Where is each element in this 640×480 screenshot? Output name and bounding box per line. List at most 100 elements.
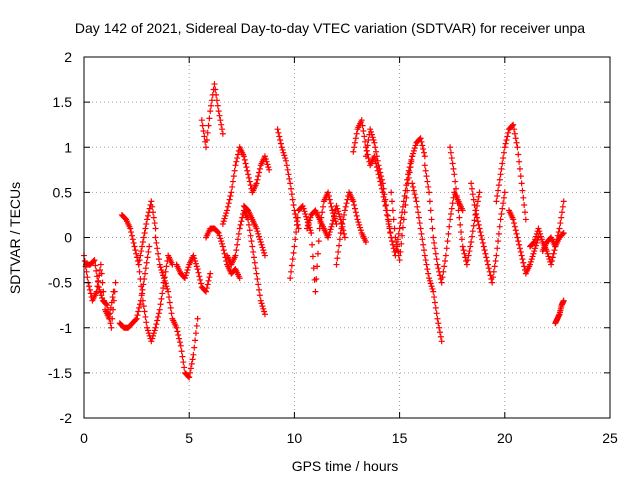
data-point — [378, 176, 385, 183]
data-point — [559, 203, 566, 210]
data-point — [497, 171, 504, 178]
data-point — [239, 214, 246, 221]
data-point — [370, 137, 377, 144]
data-point — [241, 156, 248, 163]
data-point — [336, 236, 343, 243]
data-point — [291, 243, 298, 250]
data-point — [203, 285, 210, 292]
data-point — [489, 279, 496, 286]
data-point — [282, 155, 289, 162]
data-point — [428, 283, 435, 290]
data-point — [220, 247, 227, 254]
data-point — [157, 301, 164, 308]
data-point — [229, 178, 236, 185]
data-point — [276, 133, 283, 140]
data-point — [336, 242, 343, 249]
data-point — [448, 155, 455, 162]
data-point — [156, 306, 163, 313]
data-point — [368, 131, 375, 138]
data-point — [236, 225, 243, 232]
data-point — [282, 157, 289, 164]
data-point — [145, 248, 152, 255]
series-arc-t — [409, 180, 445, 345]
data-point — [310, 265, 317, 272]
data-point — [208, 97, 215, 104]
data-point — [351, 144, 358, 151]
series-arc-z2 — [539, 229, 567, 255]
data-point — [527, 261, 534, 268]
data-point — [365, 137, 372, 144]
data-point — [510, 216, 517, 223]
x-tick-label: 25 — [602, 430, 618, 446]
data-point — [105, 311, 112, 318]
data-point — [535, 225, 542, 232]
data-point — [473, 211, 480, 218]
data-point — [110, 306, 117, 313]
data-point — [405, 174, 412, 181]
data-point — [288, 191, 295, 198]
data-point — [406, 169, 413, 176]
x-tick-label: 10 — [287, 430, 303, 446]
data-point — [234, 241, 241, 248]
data-point — [292, 236, 299, 243]
data-point — [155, 310, 162, 317]
data-point — [423, 261, 430, 268]
data-point — [438, 338, 445, 345]
data-point — [226, 196, 233, 203]
data-point — [461, 250, 468, 257]
data-point — [320, 203, 327, 210]
data-point — [516, 158, 523, 165]
data-point — [142, 313, 149, 320]
data-point — [259, 244, 266, 251]
data-point — [258, 300, 265, 307]
data-point — [144, 254, 151, 261]
data-point — [410, 187, 417, 194]
data-point — [476, 225, 483, 232]
data-point — [490, 274, 497, 281]
data-point — [309, 241, 316, 248]
data-point — [143, 319, 150, 326]
data-point — [504, 133, 511, 140]
data-point — [152, 324, 159, 331]
data-point — [256, 165, 263, 172]
data-point — [485, 265, 492, 272]
data-point — [95, 284, 102, 291]
data-point — [384, 212, 391, 219]
data-point — [555, 229, 562, 236]
data-point — [160, 272, 167, 279]
data-point — [529, 253, 536, 260]
data-point — [399, 224, 406, 231]
data-point — [514, 144, 521, 151]
series-arc-d — [118, 198, 159, 268]
data-point — [353, 130, 360, 137]
data-point — [197, 276, 204, 283]
data-point — [253, 270, 260, 277]
data-point — [288, 262, 295, 269]
data-point — [254, 276, 261, 283]
data-point — [550, 250, 557, 257]
data-point — [446, 223, 453, 230]
data-point — [455, 207, 462, 214]
data-point — [422, 167, 429, 174]
data-point — [419, 236, 426, 243]
data-point — [531, 248, 538, 255]
data-point — [173, 324, 180, 331]
data-point — [371, 139, 378, 146]
data-point — [439, 274, 446, 281]
data-point — [447, 149, 454, 156]
data-point — [157, 264, 164, 271]
data-point — [356, 221, 363, 228]
data-point — [449, 200, 456, 207]
data-point — [155, 250, 162, 257]
data-point — [264, 161, 271, 168]
data-point — [251, 254, 258, 261]
series-arc-m — [274, 126, 302, 232]
data-point — [512, 227, 519, 234]
data-point — [194, 315, 201, 322]
data-point — [330, 217, 337, 224]
data-point — [501, 144, 508, 151]
data-point — [516, 245, 523, 252]
data-point — [265, 164, 272, 171]
data-point — [99, 279, 106, 286]
data-point — [254, 228, 261, 235]
